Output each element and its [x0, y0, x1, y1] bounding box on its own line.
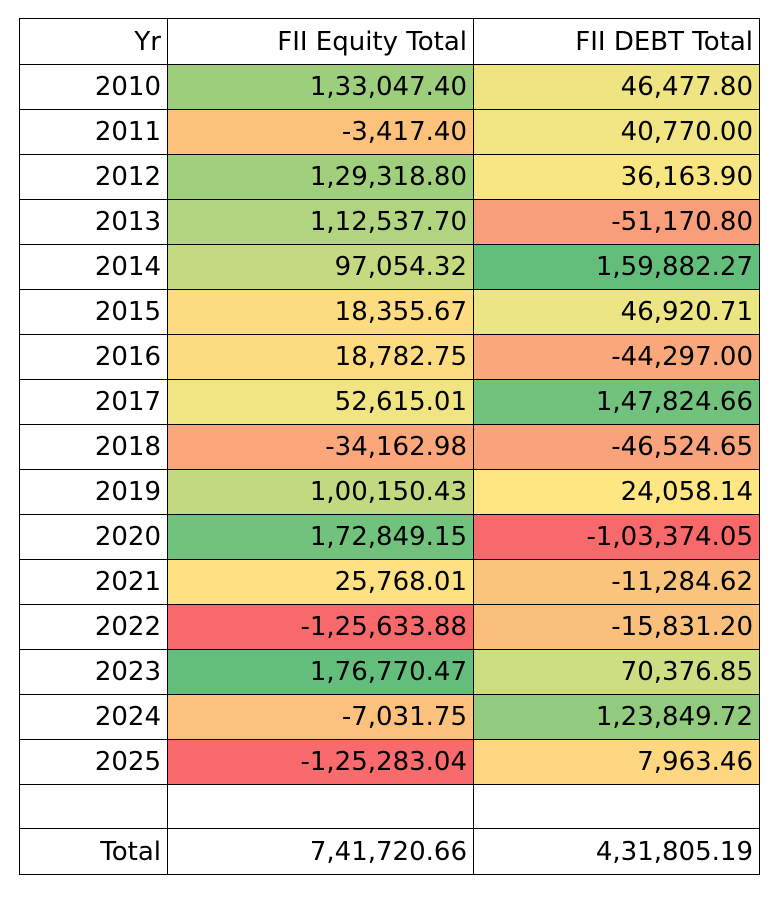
- equity-cell[interactable]: -3,417.40: [167, 109, 474, 155]
- year-cell[interactable]: 2018: [19, 424, 168, 470]
- debt-cell[interactable]: 24,058.14: [473, 469, 760, 515]
- debt-cell[interactable]: -1,03,374.05: [473, 514, 760, 560]
- debt-cell[interactable]: 1,23,849.72: [473, 694, 760, 740]
- table-row: 2022 -1,25,633.88 -15,831.20: [19, 604, 760, 650]
- total-equity[interactable]: 7,41,720.66: [167, 828, 474, 875]
- total-label[interactable]: Total: [19, 828, 168, 875]
- equity-cell[interactable]: 18,355.67: [167, 289, 474, 335]
- debt-cell[interactable]: -15,831.20: [473, 604, 760, 650]
- year-cell[interactable]: 2010: [19, 64, 168, 110]
- year-cell[interactable]: 2020: [19, 514, 168, 560]
- table-row: 2010 1,33,047.40 46,477.80: [19, 64, 760, 110]
- equity-cell[interactable]: -1,25,283.04: [167, 739, 474, 785]
- year-cell[interactable]: 2022: [19, 604, 168, 650]
- equity-cell[interactable]: -7,031.75: [167, 694, 474, 740]
- debt-cell[interactable]: -46,524.65: [473, 424, 760, 470]
- table-row: 2012 1,29,318.80 36,163.90: [19, 154, 760, 200]
- equity-cell[interactable]: 25,768.01: [167, 559, 474, 605]
- debt-cell[interactable]: 46,477.80: [473, 64, 760, 110]
- year-cell[interactable]: 2024: [19, 694, 168, 740]
- blank-debt-cell[interactable]: [473, 784, 760, 829]
- debt-cell[interactable]: 46,920.71: [473, 289, 760, 335]
- equity-cell[interactable]: 1,29,318.80: [167, 154, 474, 200]
- table-row: 2020 1,72,849.15 -1,03,374.05: [19, 514, 760, 560]
- year-cell[interactable]: 2011: [19, 109, 168, 155]
- year-cell[interactable]: 2014: [19, 244, 168, 290]
- year-cell[interactable]: 2019: [19, 469, 168, 515]
- debt-cell[interactable]: -44,297.00: [473, 334, 760, 380]
- equity-cell[interactable]: -34,162.98: [167, 424, 474, 470]
- table-row: 2014 97,054.32 1,59,882.27: [19, 244, 760, 290]
- blank-equity-cell[interactable]: [167, 784, 474, 829]
- equity-cell[interactable]: 18,782.75: [167, 334, 474, 380]
- equity-cell[interactable]: 1,33,047.40: [167, 64, 474, 110]
- equity-cell[interactable]: 1,72,849.15: [167, 514, 474, 560]
- blank-row: [19, 784, 760, 829]
- equity-cell[interactable]: 1,76,770.47: [167, 649, 474, 695]
- debt-cell[interactable]: 1,59,882.27: [473, 244, 760, 290]
- debt-cell[interactable]: 7,963.46: [473, 739, 760, 785]
- debt-cell[interactable]: 1,47,824.66: [473, 379, 760, 425]
- table-row: 2024 -7,031.75 1,23,849.72: [19, 694, 760, 740]
- debt-cell[interactable]: -11,284.62: [473, 559, 760, 605]
- year-cell[interactable]: 2013: [19, 199, 168, 245]
- table-row: 2025 -1,25,283.04 7,963.46: [19, 739, 760, 785]
- debt-cell[interactable]: 70,376.85: [473, 649, 760, 695]
- header-row: Yr FII Equity Total FII DEBT Total: [19, 18, 760, 65]
- year-cell[interactable]: 2025: [19, 739, 168, 785]
- header-debt-total[interactable]: FII DEBT Total: [473, 18, 760, 65]
- year-cell[interactable]: 2017: [19, 379, 168, 425]
- year-cell[interactable]: 2021: [19, 559, 168, 605]
- year-cell[interactable]: 2012: [19, 154, 168, 200]
- table-row: 2023 1,76,770.47 70,376.85: [19, 649, 760, 695]
- year-cell[interactable]: 2015: [19, 289, 168, 335]
- header-equity-total[interactable]: FII Equity Total: [167, 18, 474, 65]
- total-row: Total 7,41,720.66 4,31,805.19: [19, 828, 760, 875]
- table-row: 2016 18,782.75 -44,297.00: [19, 334, 760, 380]
- table-row: 2021 25,768.01 -11,284.62: [19, 559, 760, 605]
- year-cell[interactable]: 2023: [19, 649, 168, 695]
- header-year[interactable]: Yr: [19, 18, 168, 65]
- equity-cell[interactable]: 1,00,150.43: [167, 469, 474, 515]
- equity-cell[interactable]: 97,054.32: [167, 244, 474, 290]
- table-row: 2018 -34,162.98 -46,524.65: [19, 424, 760, 470]
- table-row: 2011 -3,417.40 40,770.00: [19, 109, 760, 155]
- table-row: 2013 1,12,537.70 -51,170.80: [19, 199, 760, 245]
- equity-cell[interactable]: 52,615.01: [167, 379, 474, 425]
- table-row: 2019 1,00,150.43 24,058.14: [19, 469, 760, 515]
- total-debt[interactable]: 4,31,805.19: [473, 828, 760, 875]
- table-row: 2015 18,355.67 46,920.71: [19, 289, 760, 335]
- table-row: 2017 52,615.01 1,47,824.66: [19, 379, 760, 425]
- year-cell[interactable]: 2016: [19, 334, 168, 380]
- debt-cell[interactable]: -51,170.80: [473, 199, 760, 245]
- equity-cell[interactable]: 1,12,537.70: [167, 199, 474, 245]
- fii-flows-table: Yr FII Equity Total FII DEBT Total 2010 1…: [19, 18, 760, 875]
- blank-year-cell[interactable]: [19, 784, 168, 829]
- debt-cell[interactable]: 36,163.90: [473, 154, 760, 200]
- debt-cell[interactable]: 40,770.00: [473, 109, 760, 155]
- equity-cell[interactable]: -1,25,633.88: [167, 604, 474, 650]
